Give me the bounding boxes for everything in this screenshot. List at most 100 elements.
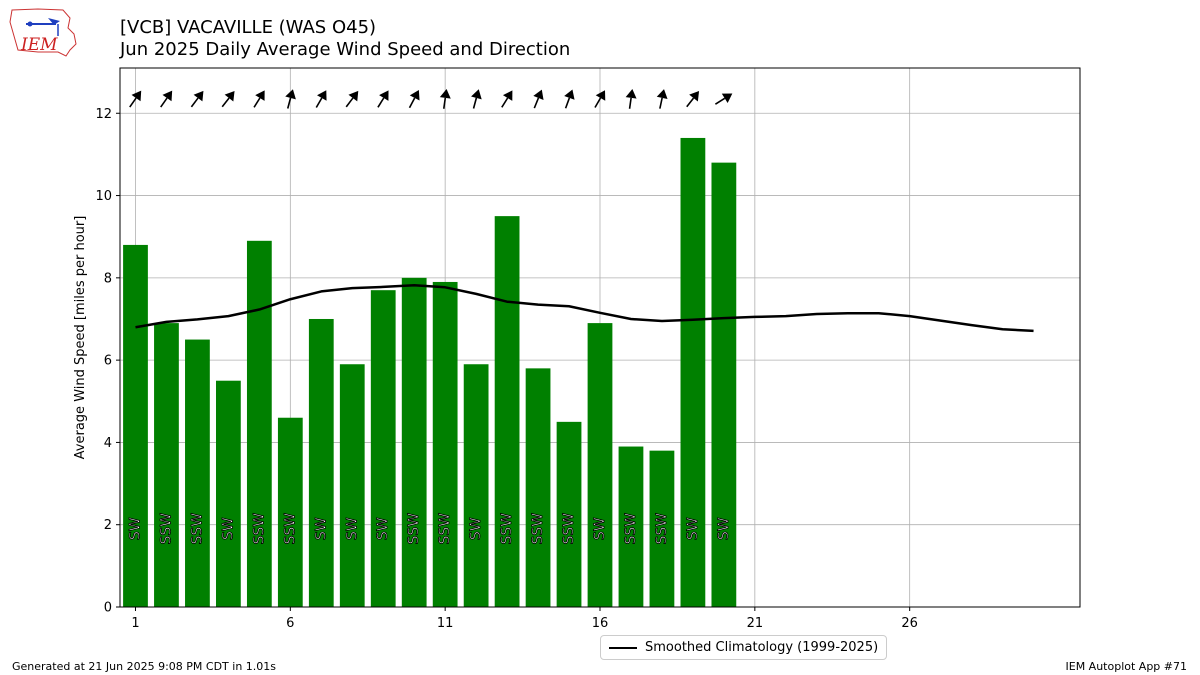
wind-arrow-head [409, 90, 420, 101]
wind-arrow-head [348, 90, 359, 102]
direction-label: SSW [499, 513, 515, 545]
direction-label: SW [685, 517, 701, 540]
direction-label: SSW [561, 513, 577, 545]
iem-logo: IEM [9, 8, 77, 57]
legend-line-swatch [609, 646, 637, 649]
wind-arrow-head [379, 90, 389, 101]
wind-arrow-shaft [221, 97, 230, 108]
bar [123, 244, 148, 608]
wind-arrow [345, 90, 359, 108]
wind-arrow-head [533, 89, 544, 100]
direction-label: SW [375, 517, 391, 540]
bar [401, 277, 427, 607]
wind-arrow [714, 93, 733, 105]
direction-label: SW [716, 517, 732, 540]
y-tick-label: 6 [104, 354, 112, 369]
wind-arrow-shaft [628, 97, 632, 109]
bar [680, 137, 706, 607]
wind-arrow-head [439, 88, 451, 99]
y-tick-label: 0 [104, 601, 112, 616]
wind-arrow-shaft [472, 97, 478, 109]
y-tick-label: 10 [95, 189, 112, 204]
wind-arrow [686, 90, 700, 108]
wind-arrow [471, 89, 482, 109]
wind-arrow-shaft [377, 97, 385, 108]
x-tick-label: 16 [592, 616, 609, 631]
direction-label: SSW [282, 513, 298, 545]
bar [246, 240, 272, 608]
wind-arrow-shaft [564, 97, 571, 109]
footer-generated: Generated at 21 Jun 2025 9:08 PM CDT in … [12, 660, 277, 673]
wind-arrow-shaft [315, 97, 323, 108]
bar [432, 281, 458, 607]
legend-label: Smoothed Climatology (1999-2025) [645, 640, 879, 655]
wind-arrow-head [656, 89, 668, 100]
wind-arrow [501, 90, 513, 108]
wind-arrow-shaft [501, 97, 509, 108]
wind-arrow [160, 90, 173, 108]
wind-arrow [594, 90, 606, 108]
wind-arrow-shaft [253, 97, 261, 108]
direction-label: SW [220, 517, 236, 540]
bar [154, 323, 179, 607]
wind-arrow [129, 90, 142, 108]
bar [649, 450, 675, 607]
direction-label: SW [468, 517, 484, 540]
wind-arrow [377, 90, 389, 108]
bar [711, 162, 737, 607]
bar [525, 368, 551, 607]
wind-arrow-shaft [442, 97, 447, 109]
direction-label: SSW [654, 513, 670, 545]
direction-label: SSW [189, 513, 205, 545]
wind-arrow [253, 90, 265, 108]
wind-arrow-head [721, 93, 733, 103]
legend: Smoothed Climatology (1999-2025) [600, 635, 888, 660]
wind-arrow-head [317, 90, 327, 101]
wind-arrow-head [285, 89, 296, 100]
direction-labels: SW SSW SSW SW SSW SSW SW SW SW SSW SSW SW SSW SSW SSW S… [127, 512, 732, 545]
wind-arrow-shaft [714, 97, 726, 105]
bar [494, 216, 520, 607]
direction-label: SW [127, 517, 143, 540]
wind-arrow-head [224, 90, 235, 102]
bar [185, 339, 210, 607]
wind-arrow [564, 89, 575, 109]
wind-arrow-shaft [594, 97, 602, 108]
wind-arrow-shaft [190, 97, 199, 108]
wind-arrow-shaft [533, 97, 540, 109]
bar [277, 417, 303, 607]
wind-arrow [533, 89, 544, 109]
bar [618, 446, 644, 607]
footer-app-id: IEM Autoplot App #71 [1065, 660, 1188, 673]
wind-arrow-head [502, 90, 513, 101]
wind-arrow [625, 88, 637, 109]
climatology-line [135, 283, 1034, 333]
wind-arrow-shaft [686, 97, 695, 108]
wind-arrow-head [471, 89, 482, 100]
y-tick-label: 4 [104, 436, 112, 451]
x-tick-label: 21 [747, 616, 764, 631]
bars [123, 137, 737, 608]
bar [463, 364, 489, 607]
wind-arrow-shaft [160, 97, 168, 108]
bar [587, 323, 613, 607]
wind-arrow-head [162, 90, 173, 102]
wind-arrow-head [689, 90, 700, 102]
wind-arrow [656, 89, 668, 109]
direction-label: SW [344, 517, 360, 540]
direction-label: SW [592, 517, 608, 540]
direction-label: SSW [623, 513, 639, 545]
wind-arrow-shaft [345, 97, 354, 108]
bar [216, 380, 241, 607]
wind-arrow-shaft [408, 97, 416, 109]
wind-arrow-shaft [659, 97, 663, 109]
chart-subtitle: Jun 2025 Daily Average Wind Speed and Di… [120, 39, 571, 60]
chart-title: [VCB] VACAVILLE (WAS O45) [120, 17, 377, 38]
x-tick-label: 11 [437, 616, 454, 631]
wind-arrow-head [255, 90, 265, 101]
wind-arrow [315, 90, 327, 108]
bar [308, 318, 334, 607]
wind-arrow [285, 89, 296, 109]
